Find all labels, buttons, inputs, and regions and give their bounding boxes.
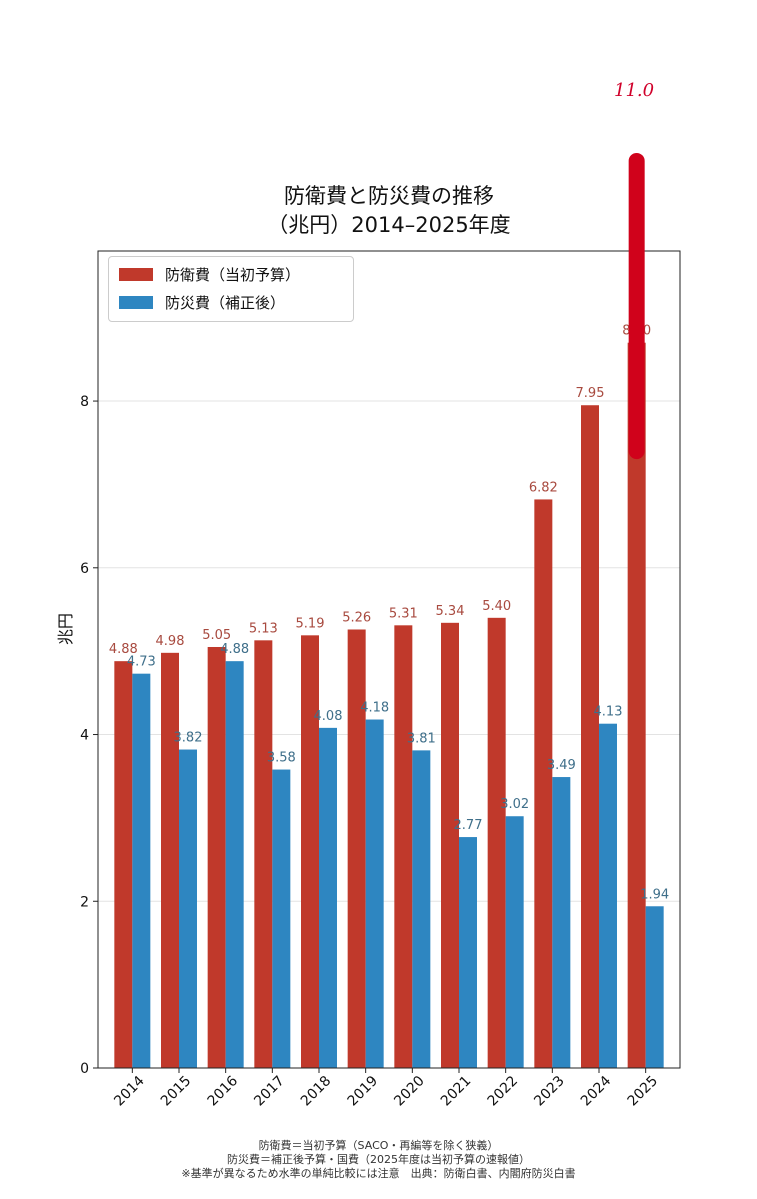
footnote-line-3: ※基準が異なるため水準の単純比較には注意 出典：防衛白書、内閣府防災白書 [181, 1167, 576, 1180]
bar-disaster-2022 [505, 816, 524, 1068]
y-tick-label-0: 0 [80, 1061, 89, 1077]
bar-label-disaster-2015: 3.82 [174, 731, 203, 746]
bar-defense-2015 [161, 652, 179, 1068]
bar-label-disaster-2019: 4.18 [360, 701, 389, 716]
x-tick-label-2019: 2019 [345, 1073, 382, 1110]
bar-disaster-2015 [179, 749, 197, 1068]
x-tick-label-2023: 2023 [531, 1073, 568, 1110]
plot-frame [97, 250, 681, 1069]
bar-defense-2017 [254, 640, 273, 1068]
x-tick-label-2015: 2015 [158, 1073, 195, 1110]
bar-defense-2024 [581, 405, 599, 1068]
bar-disaster-2017 [272, 769, 291, 1068]
bar-label-defense-2017: 5.13 [249, 621, 278, 636]
bar-label-disaster-2014: 4.73 [127, 655, 156, 670]
x-tick-label-2018: 2018 [298, 1073, 335, 1110]
bar-defense-2014 [114, 661, 133, 1068]
bar-label-defense-2020: 5.31 [389, 606, 418, 621]
bar-disaster-2024 [599, 723, 617, 1068]
x-tick-label-2021: 2021 [438, 1073, 475, 1110]
bar-label-defense-2023: 6.82 [529, 480, 558, 495]
bar-label-disaster-2023: 3.49 [547, 758, 576, 773]
y-tick-label-4: 4 [80, 728, 89, 744]
bar-defense-2021 [441, 622, 459, 1068]
x-tick-label-2022: 2022 [485, 1073, 522, 1110]
bar-label-defense-2019: 5.26 [342, 610, 371, 625]
bar-label-disaster-2017: 3.58 [267, 751, 296, 766]
bar-disaster-2014 [132, 673, 151, 1068]
bar-disaster-2016 [225, 661, 244, 1068]
bar-disaster-2021 [459, 837, 477, 1068]
handwritten-annotation-label: 11.0 [614, 80, 655, 101]
bar-label-disaster-2020: 3.81 [407, 731, 436, 746]
footnote-line-1: 防衛費＝当初予算（SACO・再編等を除く狭義） [258, 1139, 499, 1152]
bar-label-defense-2021: 5.34 [436, 604, 465, 619]
x-tick-label-2017: 2017 [251, 1073, 288, 1110]
bar-label-disaster-2018: 4.08 [314, 709, 343, 724]
bar-defense-2018 [301, 635, 319, 1068]
legend: 防衛費（当初予算） 防災費（補正後） [108, 256, 354, 322]
bar-label-disaster-2025: 1.94 [640, 887, 669, 902]
bar-defense-2025 [627, 342, 646, 1068]
bar-label-disaster-2016: 4.88 [220, 642, 249, 657]
bar-label-defense-2024: 7.95 [576, 386, 605, 401]
x-tick-label-2020: 2020 [391, 1073, 428, 1110]
x-tick-label-2016: 2016 [205, 1073, 242, 1110]
y-tick-label-8: 8 [80, 394, 89, 410]
bar-value-labels: 4.884.734.983.825.054.885.133.585.194.08… [109, 324, 669, 903]
legend-item-disaster: 防災費（補正後） [119, 291, 285, 313]
legend-label-defense: 防衛費（当初予算） [165, 265, 301, 284]
x-tick-label-2025: 2025 [625, 1073, 662, 1110]
legend-item-defense: 防衛費（当初予算） [119, 263, 300, 285]
legend-swatch-defense [119, 267, 153, 281]
y-tick-label-6: 6 [80, 561, 89, 577]
bar-defense-2016 [207, 646, 226, 1068]
chart-title-line1: 防衛費と防災費の推移 [284, 184, 494, 208]
bar-label-defense-2014: 4.88 [109, 642, 138, 657]
bar-defense-2019 [347, 629, 366, 1068]
bar-defense-2023 [534, 499, 553, 1068]
bars [114, 342, 664, 1068]
chart-title-line2: （兆円）2014–2025年度 [267, 213, 511, 237]
legend-swatch-disaster [119, 295, 153, 309]
bar-label-disaster-2022: 3.02 [500, 797, 529, 812]
bar-disaster-2025 [645, 906, 664, 1068]
legend-label-disaster: 防災費（補正後） [165, 293, 286, 312]
bar-defense-2020 [394, 625, 413, 1068]
bar-disaster-2023 [552, 777, 571, 1068]
bar-label-disaster-2021: 2.77 [454, 818, 483, 833]
x-tick-label-2014: 2014 [111, 1073, 148, 1110]
bar-label-defense-2022: 5.40 [482, 599, 511, 614]
y-axis-label: 兆円 [56, 612, 75, 645]
bar-disaster-2018 [319, 727, 337, 1068]
bar-label-disaster-2024: 4.13 [594, 705, 623, 720]
bar-disaster-2020 [412, 750, 431, 1068]
bar-defense-2022 [487, 617, 506, 1068]
bar-disaster-2019 [365, 719, 384, 1068]
bar-label-defense-2018: 5.19 [296, 616, 325, 631]
bar-label-defense-2016: 5.05 [202, 628, 231, 643]
footnote-line-2: 防災費＝補正後予算・国費（2025年度は当初予算の速報値） [227, 1153, 530, 1166]
y-tick-label-2: 2 [80, 894, 89, 910]
bar-label-defense-2015: 4.98 [156, 634, 185, 649]
x-tick-label-2024: 2024 [578, 1073, 615, 1110]
